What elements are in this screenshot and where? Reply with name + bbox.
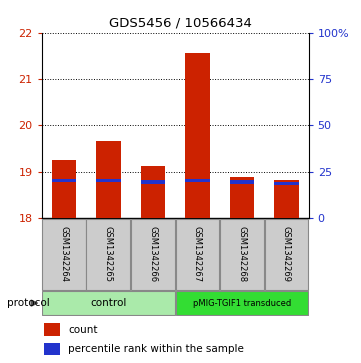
Bar <box>52 160 76 218</box>
Text: GSM1342269: GSM1342269 <box>282 226 291 282</box>
Bar <box>52 179 76 182</box>
Bar <box>175 291 308 315</box>
Bar <box>265 219 308 290</box>
Bar <box>140 180 165 184</box>
Text: count: count <box>68 325 98 335</box>
Text: protocol: protocol <box>7 298 50 308</box>
Text: GSM1342265: GSM1342265 <box>104 226 113 282</box>
Text: GSM1342266: GSM1342266 <box>148 226 157 282</box>
Bar <box>131 219 175 290</box>
Bar <box>96 179 121 182</box>
Bar <box>87 219 130 290</box>
Bar <box>175 219 219 290</box>
Bar <box>44 323 60 336</box>
Bar <box>96 142 121 218</box>
Bar <box>274 180 299 218</box>
Bar <box>140 166 165 218</box>
Text: GSM1342264: GSM1342264 <box>59 226 68 282</box>
Text: percentile rank within the sample: percentile rank within the sample <box>68 344 244 354</box>
Text: GSM1342267: GSM1342267 <box>193 226 202 282</box>
Bar <box>230 177 254 218</box>
Text: GSM1342268: GSM1342268 <box>238 226 246 282</box>
Text: GDS5456 / 10566434: GDS5456 / 10566434 <box>109 16 252 29</box>
Bar <box>185 53 210 218</box>
Text: control: control <box>90 298 126 308</box>
Bar <box>185 179 210 182</box>
Bar <box>42 219 86 290</box>
Bar <box>220 219 264 290</box>
Bar <box>44 343 60 355</box>
Bar <box>230 180 254 184</box>
Bar <box>42 291 175 315</box>
Text: pMIG-TGIF1 transduced: pMIG-TGIF1 transduced <box>193 299 291 307</box>
Bar <box>274 182 299 185</box>
